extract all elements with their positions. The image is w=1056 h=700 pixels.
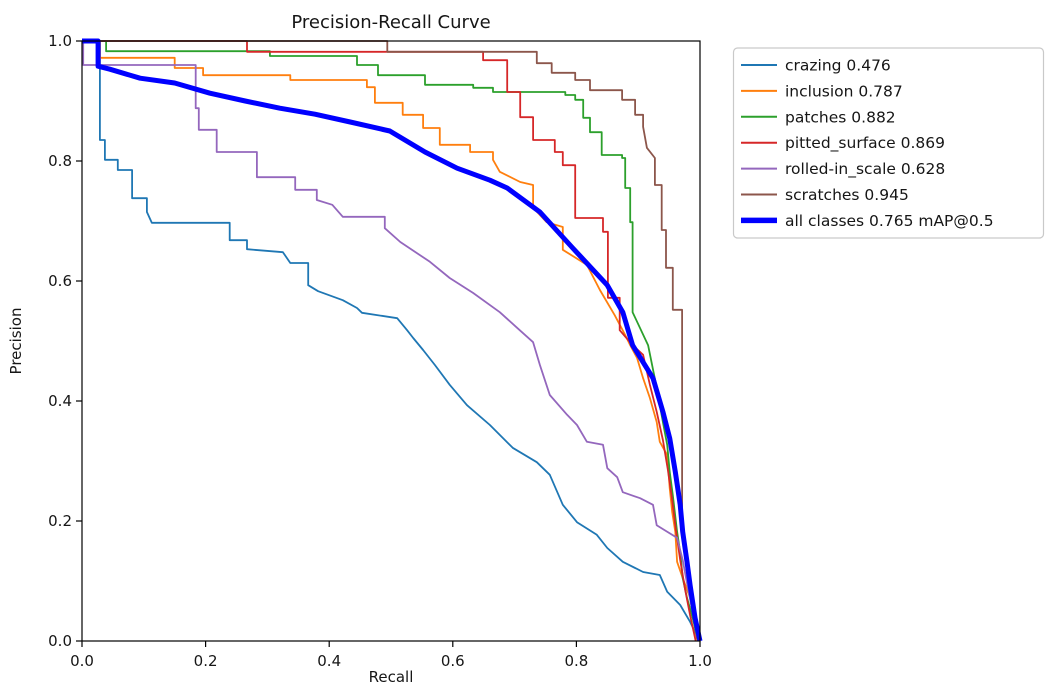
plot-background — [82, 41, 700, 641]
legend-item-all_classes: all classes 0.765 mAP@0.5 — [741, 212, 994, 230]
legend-item-rolled-in_scale: rolled-in_scale 0.628 — [741, 160, 945, 179]
legend-label-patches: patches 0.882 — [785, 108, 896, 126]
legend-label-scratches: scratches 0.945 — [785, 186, 909, 204]
legend-label-crazing: crazing 0.476 — [785, 57, 891, 75]
curves-group — [82, 38, 703, 642]
x-tick-label-0.0: 0.0 — [70, 652, 94, 670]
legend-label-pitted_surface: pitted_surface 0.869 — [785, 134, 945, 153]
legend-item-pitted_surface: pitted_surface 0.869 — [741, 134, 945, 153]
curve-pitted_surface — [82, 40, 697, 642]
curve-inclusion — [82, 40, 700, 642]
legend-item-scratches: scratches 0.945 — [741, 186, 909, 204]
legend-item-inclusion: inclusion 0.787 — [741, 82, 903, 100]
legend-label-all_classes: all classes 0.765 mAP@0.5 — [785, 212, 994, 230]
y-axis-ticks: 0.0 0.2 0.4 0.6 0.8 1.0 — [48, 32, 82, 650]
legend: crazing 0.476 inclusion 0.787 patches 0.88… — [732, 47, 1045, 239]
y-tick-label-0.0: 0.0 — [48, 632, 72, 650]
y-tick-label-1.0: 1.0 — [48, 32, 72, 50]
y-tick-label-0.8: 0.8 — [48, 152, 72, 170]
x-axis-ticks: 0.0 0.2 0.4 0.6 0.8 1.0 — [70, 641, 712, 670]
curve-rolled-in_scale — [82, 40, 699, 642]
y-tick-label-0.2: 0.2 — [48, 512, 72, 530]
legend-item-patches: patches 0.882 — [741, 108, 896, 126]
curve-all_classes — [82, 38, 703, 642]
x-tick-label-1.0: 1.0 — [688, 652, 712, 670]
legend-label-rolled-in_scale: rolled-in_scale 0.628 — [785, 160, 945, 179]
x-tick-label-0.8: 0.8 — [564, 652, 588, 670]
legend-item-crazing: crazing 0.476 — [741, 57, 891, 75]
y-tick-label-0.4: 0.4 — [48, 392, 72, 410]
x-tick-label-0.2: 0.2 — [194, 652, 218, 670]
y-axis-label: Precision — [7, 308, 25, 375]
x-tick-label-0.4: 0.4 — [317, 652, 341, 670]
legend-label-inclusion: inclusion 0.787 — [785, 82, 903, 100]
x-axis-label: Recall — [369, 668, 414, 686]
curve-crazing — [82, 40, 700, 641]
y-tick-label-0.6: 0.6 — [48, 272, 72, 290]
plot-border — [81, 40, 701, 642]
curve-patches — [82, 40, 699, 642]
x-tick-label-0.6: 0.6 — [441, 652, 465, 670]
chart-title: Precision-Recall Curve — [291, 12, 490, 33]
legend-box — [732, 47, 1045, 239]
